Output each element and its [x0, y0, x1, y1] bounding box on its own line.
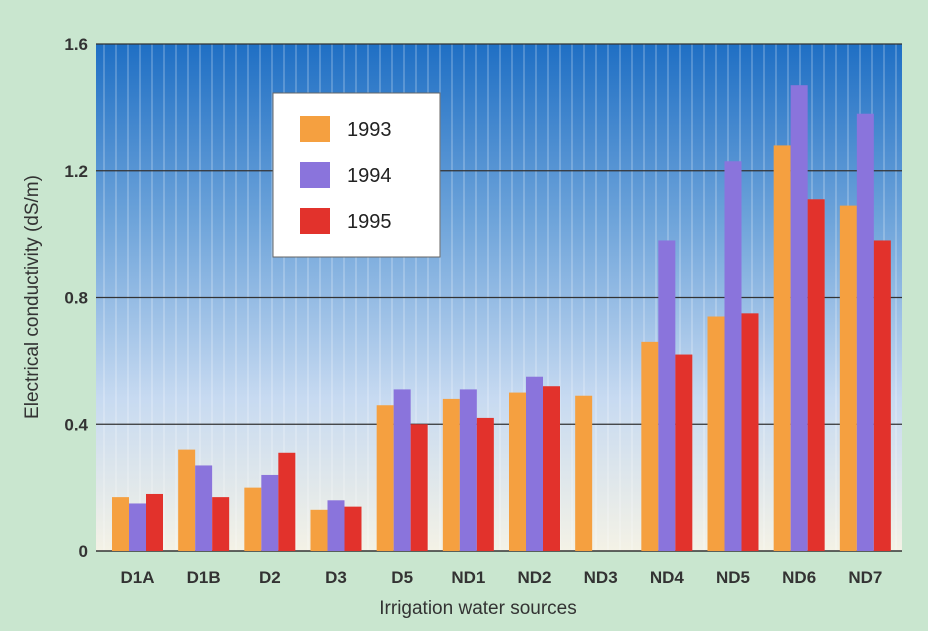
bar-1993-D2 [244, 487, 262, 551]
bar-1993-D1B [178, 449, 196, 551]
bar-1995-ND1 [476, 417, 494, 551]
legend-swatch [300, 116, 330, 142]
x-tick-label: ND5 [716, 568, 750, 587]
bar-1993-D3 [310, 509, 328, 551]
legend-label: 1994 [347, 165, 392, 187]
bar-1993-ND6 [773, 145, 791, 551]
y-axis-label: Electrical conductivity (dS/m) [22, 175, 43, 419]
bar-1994-D1B [195, 465, 213, 551]
y-tick-label: 0.4 [64, 415, 88, 434]
x-tick-label: ND2 [517, 568, 551, 587]
bar-1993-D1A [112, 497, 129, 551]
bar-1995-D5 [410, 424, 428, 551]
x-tick-labels: D1A D1B D2 D3 D5 ND1 ND2 ND3 ND4 ND5 ND6 ND7 [120, 568, 882, 587]
x-tick-label: ND4 [650, 568, 685, 587]
bar-1994-D1A [129, 503, 146, 551]
bar-1995-ND7 [873, 240, 891, 551]
x-tick-label: D1B [187, 568, 221, 587]
bar-1995-ND2 [543, 386, 560, 551]
x-tick-label: ND3 [584, 568, 618, 587]
legend-label: 1995 [347, 211, 392, 233]
bar-1995-D1B [212, 497, 230, 551]
bar-1994-ND7 [856, 113, 874, 552]
bar-1993-ND5 [707, 316, 725, 551]
x-axis-label: Irrigation water sources [379, 598, 576, 619]
bar-1993-ND1 [442, 398, 460, 551]
x-tick-label: D5 [391, 568, 413, 587]
bar-1994-ND4 [658, 240, 676, 551]
bar-1994-ND5 [724, 161, 742, 551]
bar-1995-D2 [278, 452, 296, 551]
bar-1994-D2 [261, 474, 279, 551]
bar-1994-ND1 [459, 389, 477, 551]
horizontal-gridlines [96, 43, 902, 552]
bar-1994-D5 [393, 389, 411, 551]
bar-1993-ND7 [839, 205, 857, 551]
x-tick-label: ND7 [848, 568, 882, 587]
legend: 1993 1994 1995 [272, 92, 441, 258]
bar-1995-ND6 [807, 199, 825, 552]
x-tick-label: ND6 [782, 568, 816, 587]
bar-1995-D3 [344, 506, 362, 551]
bar-1993-ND2 [509, 392, 526, 551]
bar-1995-ND5 [741, 313, 759, 551]
bars [112, 85, 891, 552]
y-tick-label: 0.8 [64, 289, 88, 308]
y-tick-label: 1.2 [64, 162, 88, 181]
legend-swatch [300, 162, 330, 188]
legend-label: 1993 [347, 119, 392, 141]
x-tick-label: D1A [120, 568, 154, 587]
y-tick-label: 0 [79, 542, 88, 561]
bar-1994-D3 [327, 500, 345, 551]
y-tick-label: 1.6 [64, 35, 88, 54]
bar-1993-D5 [376, 405, 394, 551]
bar-1994-ND6 [790, 85, 808, 551]
legend-swatch [300, 208, 330, 234]
x-tick-label: D2 [259, 568, 281, 587]
bar-1995-D1A [146, 493, 163, 551]
bar-1993-ND3 [575, 395, 593, 551]
x-tick-label: ND1 [451, 568, 485, 587]
bar-1994-ND2 [526, 376, 543, 551]
bar-1993-ND4 [641, 341, 659, 551]
bar-1995-ND4 [675, 354, 693, 551]
y-tick-labels: 0 0.4 0.8 1.2 1.6 [64, 35, 88, 561]
x-tick-label: D3 [325, 568, 347, 587]
